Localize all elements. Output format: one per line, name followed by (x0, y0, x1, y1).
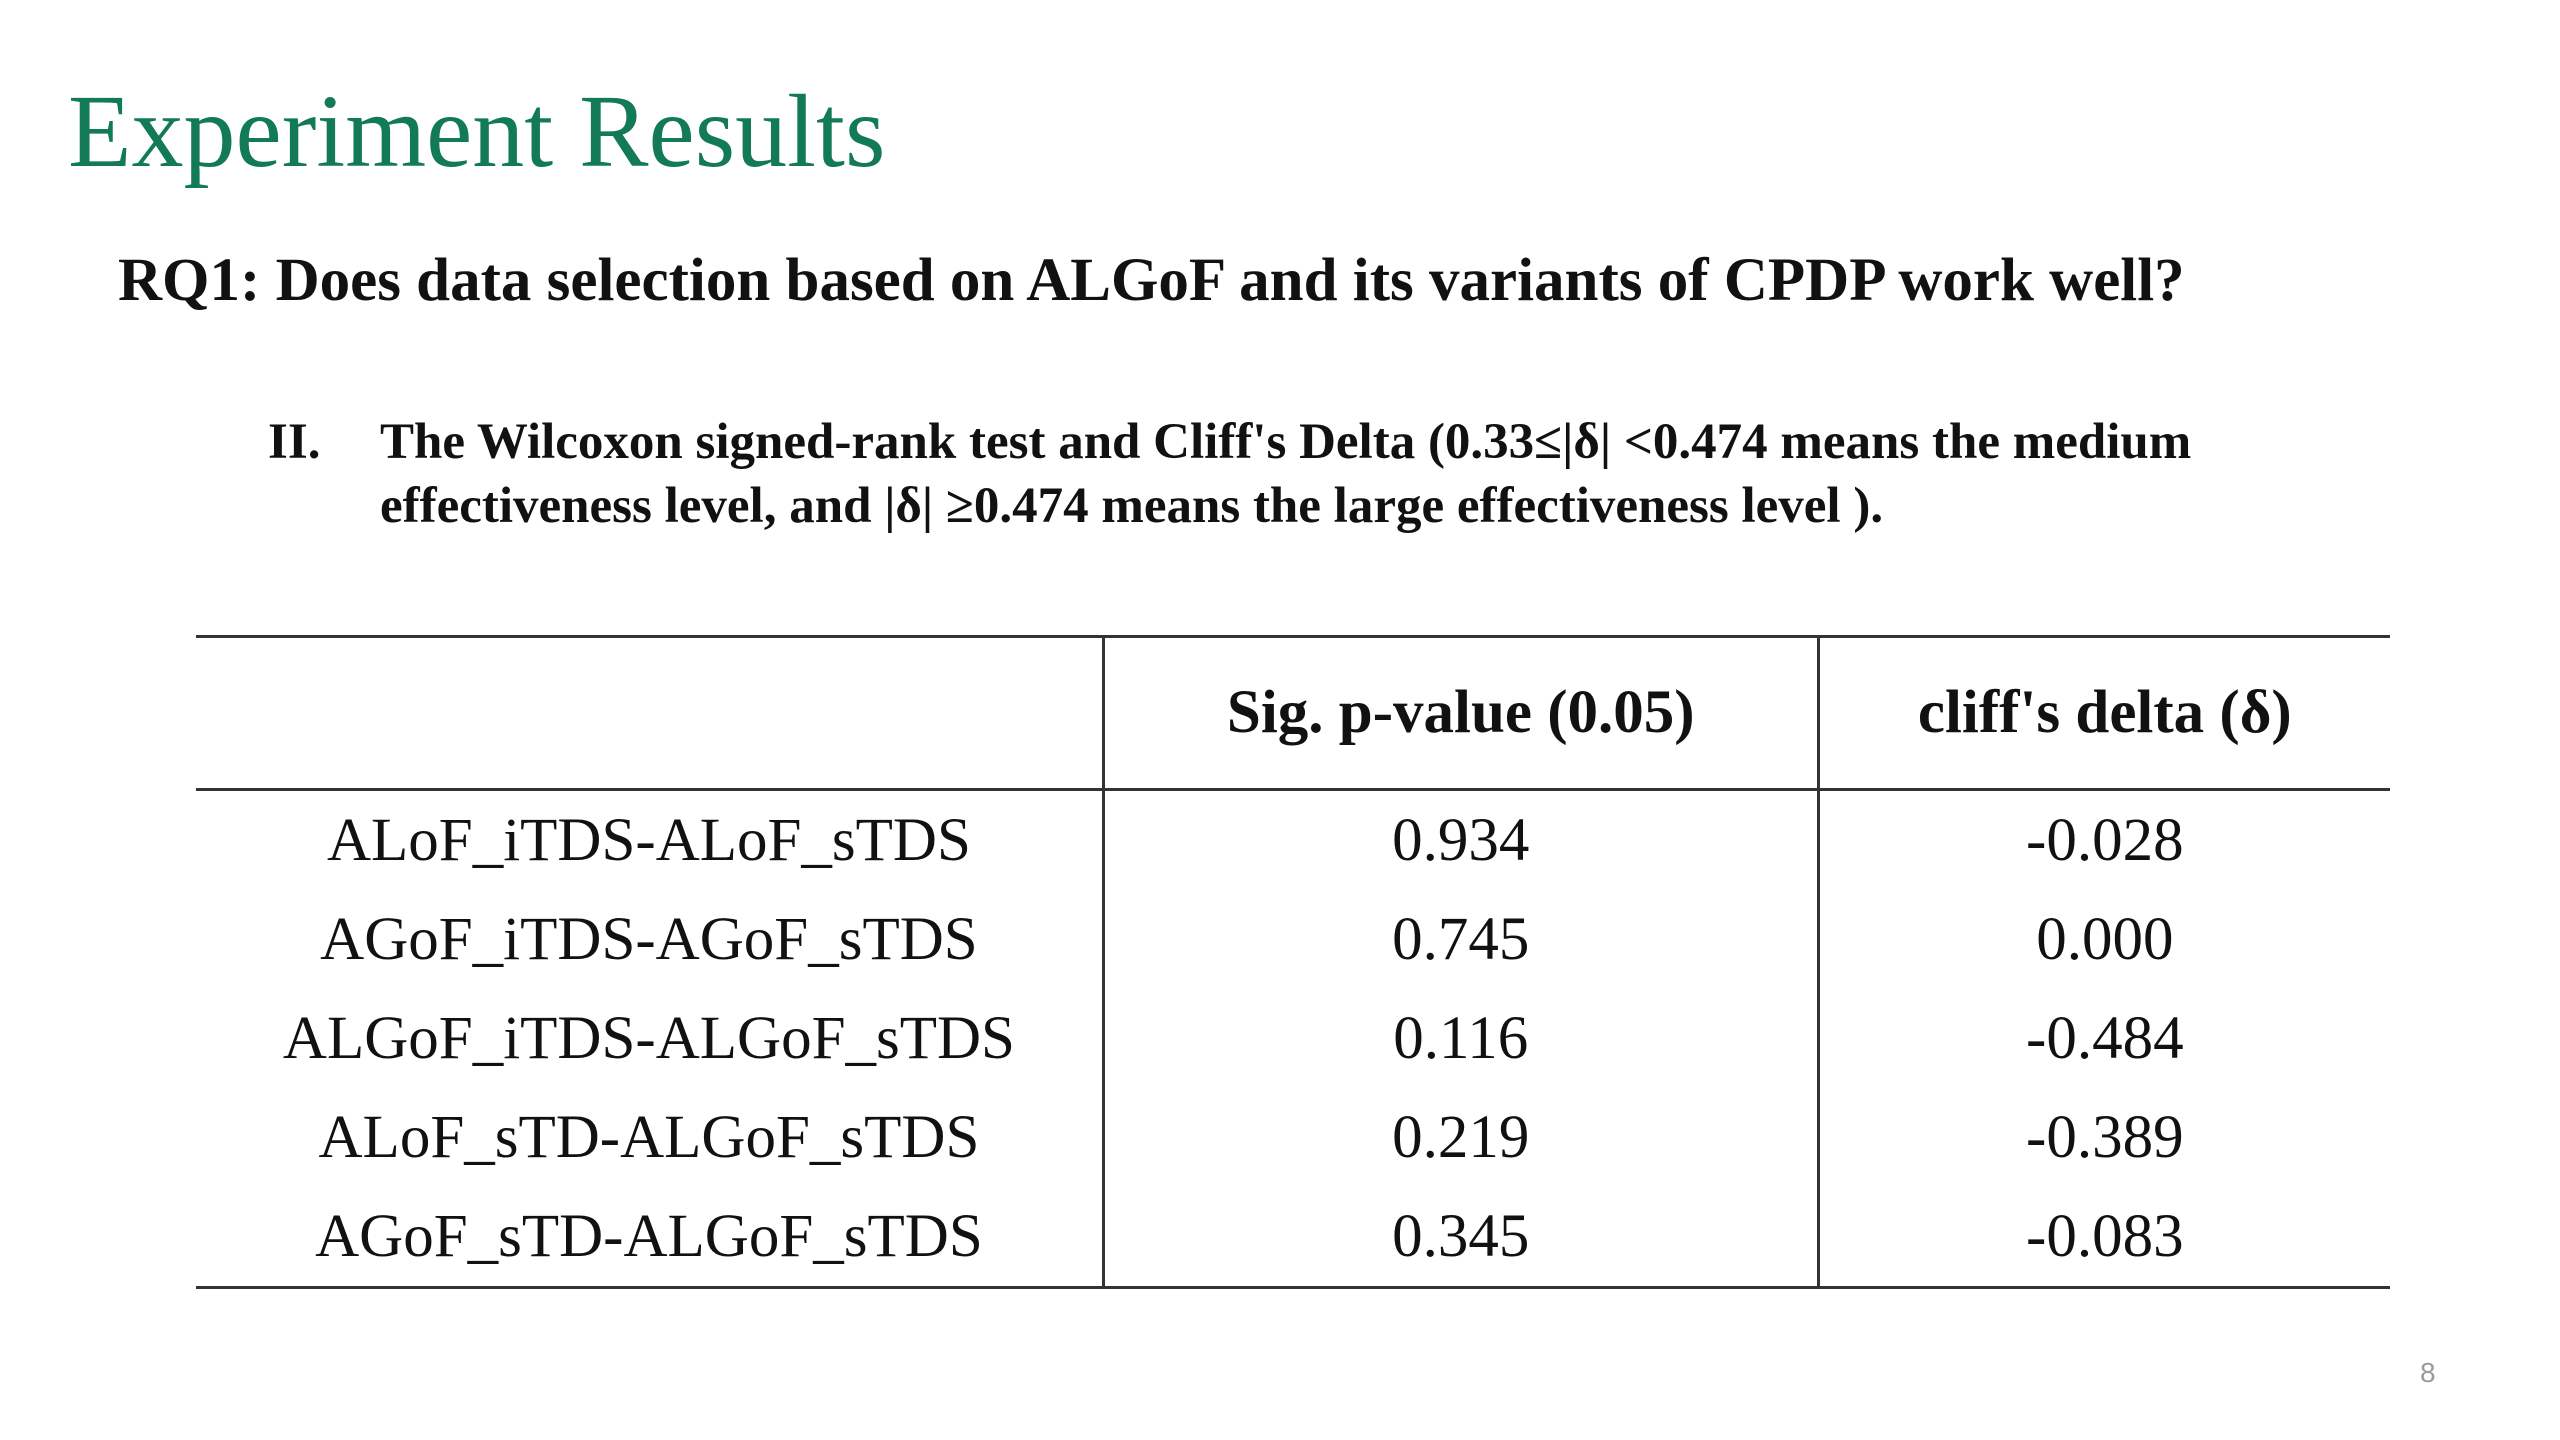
table-row: AGoF_sTD-ALGoF_sTDS 0.345 -0.083 (196, 1187, 2390, 1289)
table-row: ALoF_sTD-ALGoF_sTDS 0.219 -0.389 (196, 1088, 2390, 1187)
p-value-cell: 0.745 (1101, 890, 1819, 989)
table-row: ALGoF_iTDS-ALGoF_sTDS 0.116 -0.484 (196, 989, 2390, 1088)
comparison-label: ALoF_sTD-ALGoF_sTDS (318, 1103, 980, 1171)
delta-cell: -0.484 (1816, 989, 2390, 1088)
comparison-label: ALoF_iTDS-ALoF_sTDS (326, 806, 971, 874)
test-description: II. The Wilcoxon signed-rank test and Cl… (268, 410, 2408, 538)
p-value-cell: 0.934 (1101, 789, 1819, 890)
table-header: Sig. p-value (0.05) cliff's delta (δ) (196, 635, 2390, 791)
table-header-row: Sig. p-value (0.05) cliff's delta (δ) (196, 635, 2390, 791)
p-value-cell: 0.345 (1101, 1187, 1819, 1289)
comparison-label: AGoF_iTDS-AGoF_sTDS (320, 905, 978, 973)
page-number: 8 (2420, 1357, 2436, 1388)
comparison-label: AGoF_sTD-ALGoF_sTDS (196, 1187, 1104, 1289)
comparison-label: ALGoF_iTDS-ALGoF_sTDS (282, 1004, 1015, 1072)
header-p-value: Sig. p-value (0.05) (1101, 635, 1819, 791)
results-table: Sig. p-value (0.05) cliff's delta (δ) AL… (196, 635, 2390, 1289)
p-value-cell: 0.116 (1101, 989, 1819, 1088)
research-question: RQ1: Does data selection based on ALGoF … (118, 247, 2185, 314)
table-row: ALoF_iTDS-ALoF_sTDS 0.934 -0.028 (196, 789, 2390, 890)
header-empty (196, 635, 1104, 791)
test-description-text: The Wilcoxon signed-rank test and Cliff'… (380, 414, 2192, 534)
delta-cell: -0.083 (1816, 1187, 2390, 1289)
slide-title: Experiment Results (68, 74, 886, 189)
list-marker: II. (268, 414, 321, 470)
p-value-cell: 0.219 (1101, 1088, 1819, 1187)
delta-cell: -0.389 (1816, 1088, 2390, 1187)
delta-cell: 0.000 (1816, 890, 2390, 989)
table-row: AGoF_iTDS-AGoF_sTDS 0.745 0.000 (196, 890, 2390, 989)
table-body: ALoF_iTDS-ALoF_sTDS 0.934 -0.028 AGoF_iT… (196, 789, 2390, 1289)
delta-cell: -0.028 (1816, 789, 2390, 890)
header-cliffs-delta: cliff's delta (δ) (1816, 635, 2390, 791)
